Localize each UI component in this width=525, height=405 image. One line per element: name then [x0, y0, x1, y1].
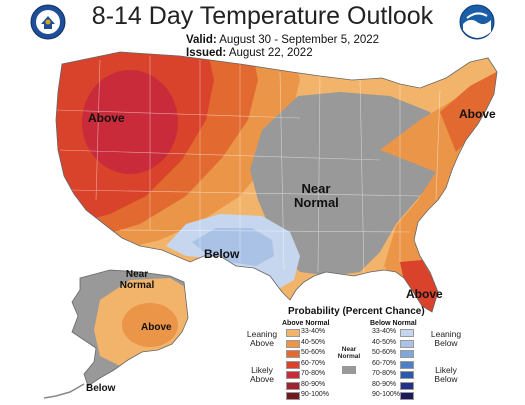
above-70-80-zone	[82, 70, 178, 174]
legend-above-range-label: 33-40%	[301, 328, 326, 335]
legend-near-normal-header: Near Normal	[334, 346, 364, 360]
above-50-60-northeast-zone	[440, 70, 497, 152]
legend-likely-above-line2: Above	[249, 374, 275, 385]
above-60-70-florida-zone	[400, 260, 440, 312]
legend-leaning-below: Leaning Below	[426, 329, 466, 349]
issued-label: Issued:	[186, 47, 227, 59]
legend-below-range-label: 50-60%	[372, 349, 397, 356]
legend-near-line2: Normal	[337, 353, 361, 361]
legend-near-normal-swatch	[342, 366, 356, 374]
issued-date: Issued: August 22, 2022	[186, 47, 313, 59]
label-alaska-near-normal: Near Normal	[119, 269, 155, 291]
legend-below-swatch	[400, 371, 414, 379]
label-south-below: Below	[204, 247, 240, 261]
issued-value: August 22, 2022	[228, 47, 313, 59]
legend-below-range-label: 40-50%	[372, 338, 397, 346]
label-west-above: Above	[88, 111, 125, 125]
label-central-near-line1: Near	[301, 181, 331, 196]
legend-above-swatch	[286, 392, 300, 400]
legend-above-swatch	[286, 329, 300, 337]
valid-dates: Valid: August 30 - September 5, 2022	[186, 34, 379, 46]
legend-above-range-label: 90-100%	[301, 391, 330, 398]
legend-leaning-above-line1: Leaning	[246, 329, 278, 339]
alaska-outline	[71, 269, 189, 387]
valid-value: August 30 - September 5, 2022	[219, 34, 380, 46]
legend-near-line1: Near	[341, 346, 357, 353]
legend-leaning-above-line2: Above	[249, 338, 275, 349]
legend-likely-below-line1: Likely	[435, 365, 457, 375]
label-florida-above: Above	[406, 287, 443, 301]
legend-leaning-above: Leaning Above	[240, 329, 284, 349]
label-alaska-near-line1: Near	[125, 269, 149, 280]
label-alaska-below: Below	[86, 383, 116, 394]
legend-likely-above: Likely Above	[240, 365, 284, 385]
legend-below-swatch	[400, 360, 414, 369]
legend-above-range-label: 40-50%	[301, 338, 326, 346]
legend-below-header: Below Normal	[370, 320, 417, 327]
label-northeast-above: Above	[459, 107, 496, 121]
label-alaska-above: Above	[141, 322, 172, 333]
label-alaska-near-line2: Normal	[119, 279, 155, 291]
alaska-above-40-50-zone	[122, 303, 178, 347]
page-title: 8-14 Day Temperature Outlook	[91, 2, 434, 30]
legend-above-swatch	[286, 339, 300, 348]
legend-leaning-below-line1: Leaning	[430, 329, 462, 339]
legend-below-swatch	[400, 329, 414, 337]
legend-above-swatch	[286, 381, 300, 390]
legend-below-range-label: 90-100%	[372, 391, 401, 398]
legend-above-header: Above Normal	[282, 320, 330, 327]
valid-label: Valid:	[186, 34, 217, 46]
label-central-near-line2: Normal	[294, 194, 339, 210]
legend-below-range-label: 70-80%	[372, 370, 397, 377]
legend-above-range-label: 50-60%	[301, 349, 326, 356]
legend-below-swatch	[400, 339, 414, 348]
conus-outline	[55, 51, 498, 313]
noaa-logo-icon	[459, 4, 495, 40]
legend-above-swatch	[286, 371, 300, 379]
legend-title: Probability (Percent Chance)	[288, 306, 425, 317]
label-central-near-normal: Near Normal	[294, 181, 339, 210]
legend-above-swatch	[286, 360, 300, 369]
legend-above-range-label: 70-80%	[301, 370, 326, 377]
doc-seal-icon	[30, 4, 66, 40]
below-40-50-zone	[192, 228, 274, 266]
legend-below-swatch	[400, 381, 414, 390]
legend-below-range-label: 60-70%	[372, 359, 397, 367]
alaska-region	[43, 269, 189, 399]
legend-below-range-label: 33-40%	[372, 328, 397, 335]
legend-below-range-label: 80-90%	[372, 380, 397, 388]
aleutian-islands	[43, 383, 85, 399]
legend-below-swatch	[400, 350, 414, 358]
legend-likely-below-line2: Below	[434, 374, 458, 385]
legend-likely-below: Likely Below	[426, 365, 466, 385]
legend-leaning-below-line2: Below	[434, 338, 458, 349]
legend-below-swatch	[400, 392, 414, 400]
state-borders	[56, 56, 441, 277]
legend-above-swatch	[286, 350, 300, 358]
legend-likely-above-line1: Likely	[251, 365, 273, 375]
conus-region	[55, 51, 498, 313]
legend-above-range-label: 80-90%	[301, 380, 326, 388]
legend-above-range-label: 60-70%	[301, 359, 326, 367]
